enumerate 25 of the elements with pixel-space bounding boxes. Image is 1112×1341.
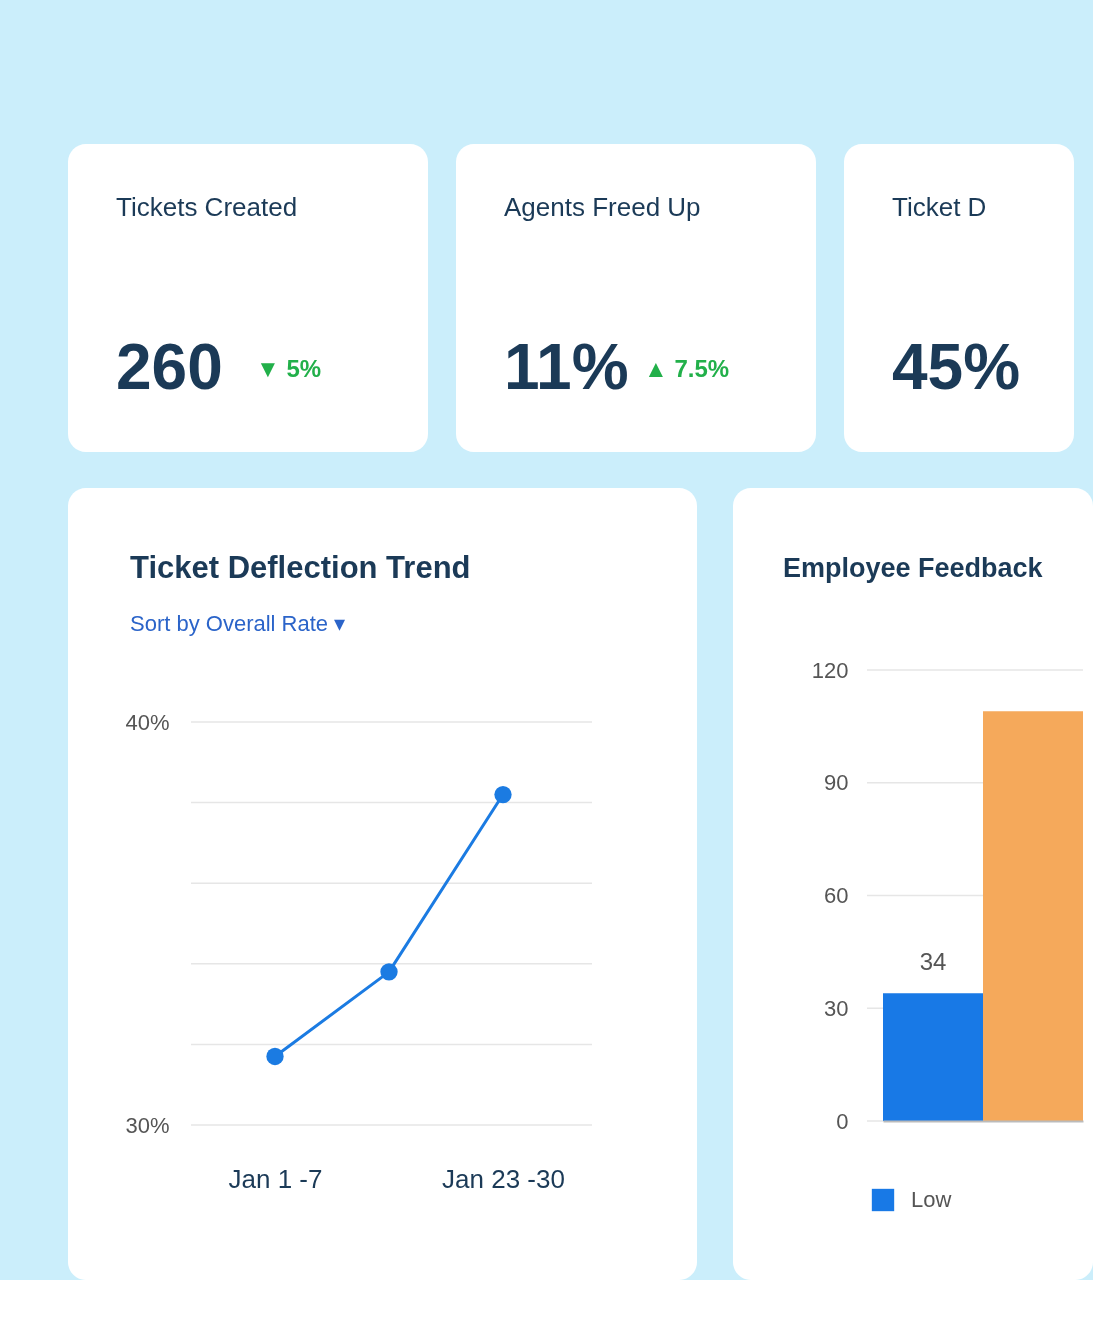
- text: Ticket D: [892, 192, 987, 222]
- y-tick-label: 0: [836, 1108, 849, 1134]
- point: [494, 785, 512, 804]
- text: 260: [116, 331, 223, 403]
- chart-subtitle: Sort by Overall Rate ▾: [130, 611, 346, 636]
- text: Agents Freed Up: [504, 192, 701, 222]
- y-tick-label: 40%: [125, 709, 170, 735]
- legend-label: Low: [911, 1187, 952, 1212]
- y-tick-label: 120: [811, 657, 849, 683]
- text: Tickets Created: [116, 192, 298, 222]
- chart-title: Ticket Deflection Trend: [130, 550, 471, 585]
- y-tick-label: 30: [824, 995, 849, 1021]
- x-tick-label: Jan 1 -7: [228, 1163, 323, 1194]
- text: 45%: [892, 331, 1021, 403]
- data-label: 34: [919, 948, 947, 976]
- text: ▼ 5%: [256, 355, 322, 382]
- text: 11%: [504, 331, 629, 403]
- y-tick-label: 90: [824, 770, 849, 796]
- y-tick-label: 30%: [125, 1112, 170, 1138]
- point: [380, 963, 398, 981]
- text: ▲ 7.5%: [644, 355, 730, 382]
- y-tick-label: 60: [824, 883, 849, 908]
- x-tick-label: Jan 23 -30: [442, 1163, 565, 1194]
- chart-title: Employee Feedback: [783, 553, 1044, 583]
- point: [266, 1047, 284, 1066]
